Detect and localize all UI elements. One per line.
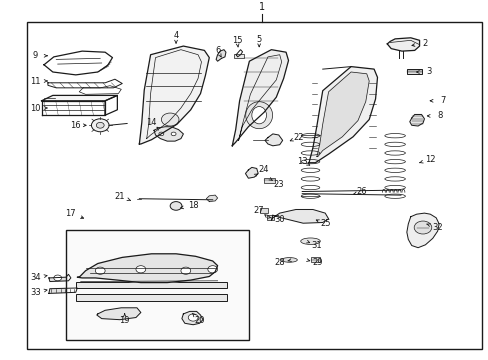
Text: 17: 17	[65, 209, 76, 217]
Polygon shape	[264, 134, 282, 146]
Ellipse shape	[245, 102, 272, 129]
Text: 26: 26	[356, 187, 366, 196]
Circle shape	[188, 314, 198, 321]
Polygon shape	[245, 167, 258, 178]
Text: 5: 5	[256, 35, 261, 44]
Text: 9: 9	[33, 51, 38, 60]
Bar	[264, 178, 274, 183]
Text: 22: 22	[292, 133, 303, 142]
Text: 31: 31	[311, 241, 322, 250]
Circle shape	[91, 119, 109, 132]
Text: 8: 8	[437, 111, 442, 120]
Circle shape	[96, 122, 104, 128]
Circle shape	[54, 275, 61, 281]
Polygon shape	[206, 195, 217, 202]
Polygon shape	[409, 114, 424, 126]
Text: 28: 28	[274, 258, 285, 267]
Circle shape	[136, 266, 145, 273]
Bar	[406, 69, 421, 74]
Polygon shape	[41, 95, 117, 101]
Polygon shape	[77, 254, 217, 283]
Circle shape	[181, 267, 190, 274]
Text: 7: 7	[439, 96, 444, 105]
Ellipse shape	[300, 238, 320, 244]
Circle shape	[95, 267, 105, 274]
Text: 25: 25	[319, 219, 330, 228]
Polygon shape	[386, 38, 419, 51]
Text: 27: 27	[253, 206, 264, 215]
Polygon shape	[97, 308, 141, 320]
Circle shape	[207, 266, 217, 273]
Circle shape	[161, 113, 179, 126]
Polygon shape	[308, 67, 377, 163]
Text: 12: 12	[424, 154, 435, 163]
Text: 4: 4	[173, 31, 178, 40]
Text: 11: 11	[30, 77, 41, 85]
Polygon shape	[316, 72, 368, 157]
Polygon shape	[216, 50, 225, 61]
Text: 20: 20	[194, 316, 204, 325]
Bar	[233, 54, 243, 58]
Text: 19: 19	[119, 316, 130, 325]
Polygon shape	[154, 127, 183, 141]
Text: 10: 10	[30, 104, 41, 112]
Text: 6: 6	[215, 46, 220, 55]
Bar	[266, 215, 274, 220]
Text: 24: 24	[258, 165, 269, 174]
Ellipse shape	[251, 107, 266, 124]
Circle shape	[159, 132, 163, 136]
Text: 14: 14	[146, 118, 157, 127]
Circle shape	[171, 132, 176, 136]
Bar	[66, 230, 249, 340]
Polygon shape	[49, 288, 77, 293]
Text: 29: 29	[312, 258, 323, 267]
Text: 21: 21	[114, 192, 125, 201]
Text: 34: 34	[30, 274, 41, 282]
Text: 2: 2	[422, 39, 427, 48]
Text: 33: 33	[30, 288, 41, 297]
Circle shape	[413, 221, 431, 234]
Text: 16: 16	[70, 121, 81, 130]
Text: 13: 13	[296, 157, 307, 166]
Circle shape	[170, 202, 182, 210]
Text: 1: 1	[258, 1, 264, 12]
Text: 32: 32	[431, 223, 442, 232]
Text: 23: 23	[273, 180, 284, 189]
Bar	[310, 257, 320, 262]
Polygon shape	[271, 210, 328, 223]
Bar	[260, 208, 267, 213]
Polygon shape	[406, 213, 438, 248]
Polygon shape	[182, 311, 203, 325]
Text: 3: 3	[426, 68, 431, 77]
Text: 30: 30	[274, 215, 285, 224]
Ellipse shape	[281, 258, 297, 262]
Polygon shape	[49, 274, 71, 282]
Bar	[76, 294, 227, 301]
Polygon shape	[139, 46, 209, 144]
Bar	[76, 282, 227, 288]
Polygon shape	[232, 50, 288, 146]
Text: 18: 18	[187, 201, 198, 210]
Text: 15: 15	[231, 36, 242, 45]
